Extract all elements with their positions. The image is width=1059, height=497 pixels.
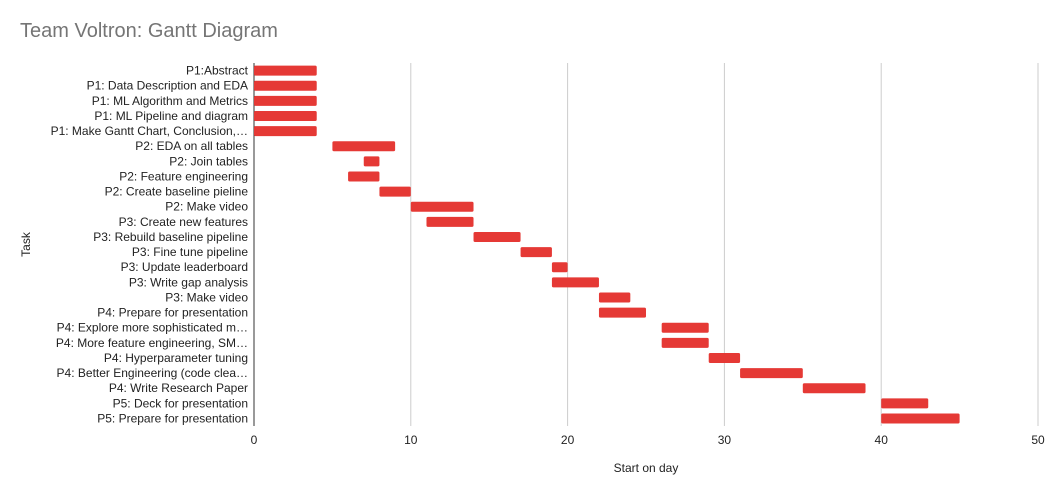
gantt-bar	[254, 110, 317, 121]
category-label: P3: Create new features	[119, 215, 248, 229]
gantt-bar	[740, 368, 803, 379]
category-label: P4: More feature engineering, SM…	[56, 336, 248, 350]
category-label: P3: Fine tune pipeline	[132, 245, 248, 259]
gantt-bar	[520, 247, 552, 258]
category-label: P3: Update leaderboard	[121, 260, 248, 274]
category-label: P3: Make video	[165, 290, 248, 304]
gantt-bar	[708, 352, 741, 363]
category-label: P4: Prepare for presentation	[97, 306, 248, 320]
category-label: P1: ML Pipeline and diagram	[94, 109, 248, 123]
gantt-bar	[473, 231, 521, 242]
gantt-bar	[254, 80, 317, 91]
gantt-bar	[881, 413, 960, 424]
gantt-bar	[551, 277, 599, 288]
gantt-bar	[661, 322, 709, 333]
gantt-bar	[661, 337, 709, 348]
gantt-bar	[598, 307, 646, 318]
gantt-bar	[426, 216, 474, 227]
x-tick-label: 0	[251, 433, 258, 447]
category-label: P2: Create baseline pieline	[105, 185, 249, 199]
gantt-bar	[551, 262, 568, 273]
grid-lines	[253, 63, 1039, 426]
gantt-bar	[348, 171, 380, 182]
gantt-bar	[254, 126, 317, 137]
category-label: P1: Data Description and EDA	[87, 79, 248, 93]
gantt-bar	[363, 156, 380, 167]
category-label: P4: Hyperparameter tuning	[104, 351, 248, 365]
gantt-bar	[254, 95, 317, 106]
category-label: P1: ML Algorithm and Metrics	[92, 94, 248, 108]
x-tick-label: 50	[1031, 433, 1045, 447]
category-label: P1:Abstract	[186, 64, 249, 78]
category-label: P5: Deck for presentation	[113, 396, 248, 410]
gantt-bar	[881, 398, 929, 409]
x-tick-labels: 0 10 20 30 40 50	[251, 433, 1045, 447]
x-tick-label: 10	[404, 433, 418, 447]
category-label: P2: Join tables	[169, 154, 248, 168]
category-label: P3: Rebuild baseline pipeline	[93, 230, 248, 244]
category-label: P1: Make Gantt Chart, Conclusion,…	[51, 124, 248, 138]
y-axis-title: Task	[19, 231, 33, 257]
category-label: P4: Write Research Paper	[109, 381, 248, 395]
gantt-bar	[379, 186, 411, 197]
category-label: P4: Explore more sophisticated m…	[57, 321, 248, 335]
gantt-bar	[254, 65, 317, 76]
gantt-bar	[598, 292, 631, 303]
x-tick-label: 30	[718, 433, 732, 447]
x-axis-title: Start on day	[614, 461, 679, 475]
chart-title: Team Voltron: Gantt Diagram	[20, 20, 278, 42]
gantt-bar	[410, 201, 474, 212]
gantt-bar	[332, 141, 396, 152]
category-label: P3: Write gap analysis	[129, 275, 248, 289]
bars	[254, 65, 960, 424]
category-label: P2: Make video	[165, 200, 248, 214]
x-tick-label: 20	[561, 433, 575, 447]
gantt-bar	[802, 383, 866, 394]
category-label: P2: EDA on all tables	[135, 139, 248, 153]
category-label: P2: Feature engineering	[119, 169, 248, 183]
category-label: P5: Prepare for presentation	[97, 411, 248, 425]
category-label: P4: Better Engineering (code clea…	[57, 366, 248, 380]
x-tick-label: 40	[875, 433, 889, 447]
